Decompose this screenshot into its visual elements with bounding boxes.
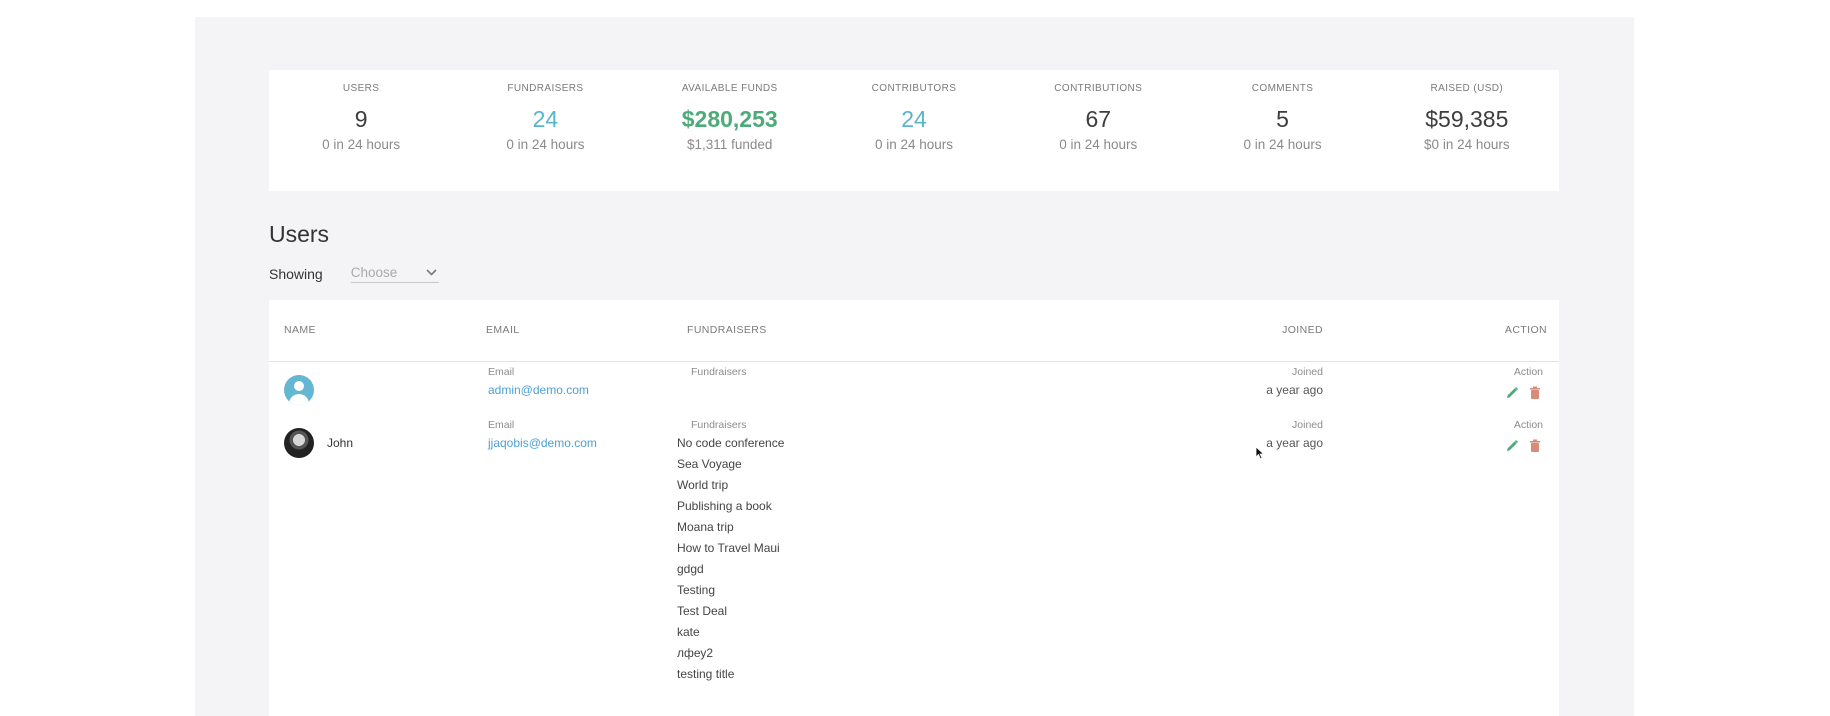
list-item: Sea Voyage (677, 457, 742, 471)
stat-value: 67 (1085, 106, 1112, 132)
column-header-email[interactable]: EMAIL (486, 324, 520, 336)
stat-label: AVAILABLE FUNDS (681, 83, 778, 94)
stat-value: 5 (1276, 106, 1289, 132)
row-actions (1505, 386, 1543, 400)
stat-value: 9 (354, 106, 368, 132)
showing-label: Showing (269, 266, 323, 282)
list-item: Moana trip (677, 520, 734, 534)
pencil-icon[interactable] (1505, 439, 1519, 453)
stat-sub: $0 in 24 hours (1424, 137, 1510, 152)
stat-sub: 0 in 24 hours (322, 137, 401, 152)
stat-sub: 0 in 24 hours (1243, 137, 1322, 152)
action-mini-label: Action (1513, 419, 1543, 431)
row-actions (1505, 439, 1543, 453)
stat-label: FUNDRAISERS (507, 83, 584, 94)
user-email-link[interactable]: admin@demo.com (488, 383, 589, 397)
mouse-pointer-icon (1255, 446, 1265, 460)
column-header-fundraisers[interactable]: FUNDRAISERS (687, 324, 767, 336)
joined-value: a year ago (1266, 436, 1323, 450)
fundraisers-mini-label: Fundraisers (691, 366, 747, 378)
joined-mini-label: Joined (1292, 419, 1323, 431)
stat-fundraisers: FUNDRAISERS 24 0 in 24 hours (453, 70, 637, 191)
list-item: No code conference (677, 436, 785, 450)
pencil-icon[interactable] (1505, 386, 1519, 400)
table-row: John Email jjaqobis@demo.com Fundraisers… (269, 414, 1559, 714)
email-mini-label: Email (488, 419, 515, 431)
fundraisers-list: No code conference Sea Voyage World trip… (677, 436, 784, 688)
stat-contributors: CONTRIBUTORS 24 0 in 24 hours (822, 70, 1006, 191)
stat-sub: $1,311 funded (687, 137, 773, 152)
list-item: лфеу2 (677, 646, 714, 660)
list-item: gdgd (677, 562, 704, 576)
list-item: How to Travel Maui (677, 541, 780, 555)
stat-value: $59,385 (1425, 106, 1509, 132)
stat-comments: COMMENTS 5 0 in 24 hours (1190, 70, 1374, 191)
stat-available-funds: AVAILABLE FUNDS $280,253 $1,311 funded (638, 70, 822, 191)
table-header: NAME EMAIL FUNDRAISERS JOINED ACTION (269, 300, 1559, 362)
stats-bar: USERS 9 0 in 24 hours FUNDRAISERS 24 0 i… (269, 70, 1559, 191)
table-row: Email admin@demo.com Fundraisers Joined … (269, 362, 1559, 414)
column-header-name[interactable]: NAME (284, 324, 316, 336)
trash-icon[interactable] (1529, 386, 1543, 400)
stat-label: CONTRIBUTIONS (1054, 83, 1143, 94)
column-header-action: ACTION (1504, 324, 1547, 336)
stat-sub: 0 in 24 hours (874, 137, 954, 152)
stat-value: $280,253 (681, 106, 778, 132)
fundraisers-mini-label: Fundraisers (691, 419, 747, 431)
list-item: Testing (677, 583, 716, 597)
stat-sub: 0 in 24 hours (1059, 137, 1138, 152)
stat-sub: 0 in 24 hours (506, 137, 585, 152)
stat-label: CONTRIBUTORS (871, 83, 957, 94)
page-title: Users (269, 221, 330, 247)
user-name: John (327, 436, 354, 450)
list-item: Publishing a book (677, 499, 772, 513)
avatar (284, 375, 314, 405)
list-item: testing title (677, 667, 735, 681)
stat-value: 24 (901, 106, 927, 132)
stat-raised: RAISED (USD) $59,385 $0 in 24 hours (1375, 70, 1559, 191)
list-item: Test Deal (677, 604, 728, 618)
joined-value: a year ago (1266, 383, 1323, 397)
stat-contributions: CONTRIBUTIONS 67 0 in 24 hours (1006, 70, 1190, 191)
column-header-joined[interactable]: JOINED (1282, 324, 1323, 336)
action-mini-label: Action (1513, 366, 1543, 378)
stat-label: USERS (342, 83, 380, 94)
stat-value: 24 (532, 106, 559, 132)
list-item: World trip (677, 478, 729, 492)
stat-label: COMMENTS (1251, 83, 1314, 94)
trash-icon[interactable] (1529, 439, 1543, 453)
dashboard-panel: USERS 9 0 in 24 hours FUNDRAISERS 24 0 i… (195, 17, 1634, 716)
showing-filter: Showing Choose (269, 265, 439, 283)
joined-mini-label: Joined (1292, 366, 1323, 378)
stat-users: USERS 9 0 in 24 hours (269, 70, 453, 191)
stat-label: RAISED (USD) (1430, 83, 1504, 94)
chevron-down-icon (426, 267, 437, 279)
email-mini-label: Email (488, 366, 515, 378)
list-item: kate (677, 625, 700, 639)
showing-select[interactable]: Choose (350, 265, 439, 283)
avatar (284, 428, 314, 458)
user-email-link[interactable]: jjaqobis@demo.com (488, 436, 597, 450)
users-table: NAME EMAIL FUNDRAISERS JOINED ACTION Ema… (269, 300, 1559, 716)
select-placeholder: Choose (350, 265, 398, 280)
